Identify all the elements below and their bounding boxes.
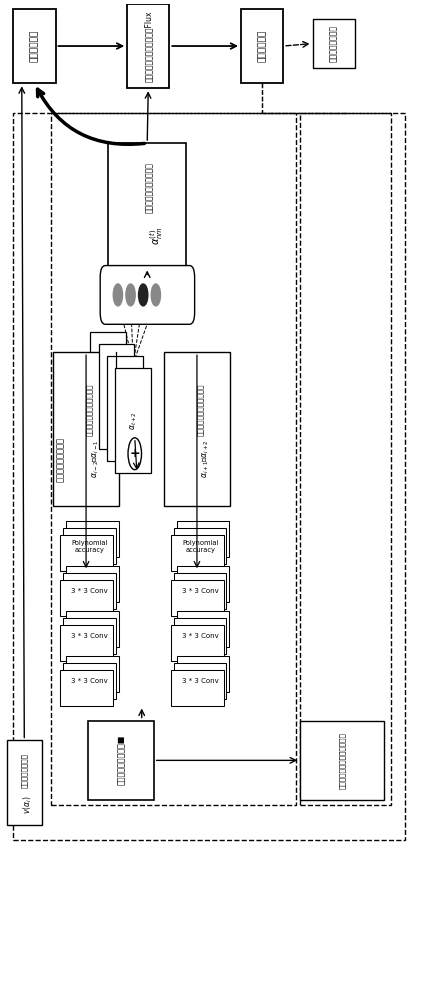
FancyBboxPatch shape — [100, 266, 195, 324]
Circle shape — [128, 438, 142, 470]
Circle shape — [151, 284, 160, 306]
FancyBboxPatch shape — [171, 580, 223, 616]
FancyBboxPatch shape — [60, 535, 113, 571]
FancyBboxPatch shape — [171, 535, 223, 571]
Circle shape — [139, 284, 148, 306]
FancyBboxPatch shape — [53, 352, 119, 506]
Text: 预测下风向的有限差分系数: 预测下风向的有限差分系数 — [197, 383, 203, 436]
Text: +: + — [129, 447, 140, 460]
Text: 多视角空间融合模块: 多视角空间融合模块 — [56, 437, 65, 482]
FancyBboxPatch shape — [164, 352, 230, 506]
Text: 3 * 3 Conv: 3 * 3 Conv — [71, 588, 107, 594]
Text: α$_{t-1}$: α$_{t-1}$ — [103, 375, 113, 394]
Text: 3 * 3 Conv: 3 * 3 Conv — [71, 633, 107, 639]
FancyBboxPatch shape — [66, 566, 118, 602]
FancyBboxPatch shape — [60, 670, 113, 706]
Text: α$_{t+2}$: α$_{t+2}$ — [128, 411, 139, 430]
FancyBboxPatch shape — [241, 9, 283, 83]
FancyBboxPatch shape — [7, 740, 41, 825]
Text: 计算空间导数: 计算空间导数 — [30, 30, 39, 62]
FancyBboxPatch shape — [63, 528, 115, 564]
FancyBboxPatch shape — [171, 625, 223, 661]
FancyBboxPatch shape — [300, 721, 385, 800]
Text: 确定模板中点的数据■: 确定模板中点的数据■ — [117, 735, 126, 785]
FancyBboxPatch shape — [63, 573, 115, 609]
Text: 3 * 3 Conv: 3 * 3 Conv — [182, 678, 219, 684]
Point — [131, 357, 136, 369]
FancyBboxPatch shape — [107, 356, 143, 461]
Text: α$_{t-2}$: α$_{t-2}$ — [111, 387, 122, 406]
FancyBboxPatch shape — [108, 143, 186, 268]
Text: Polynomial
accuracy: Polynomial accuracy — [71, 540, 107, 553]
FancyBboxPatch shape — [60, 625, 113, 661]
Text: $\alpha_{i-2}$、$\alpha_{i-1}$: $\alpha_{i-2}$、$\alpha_{i-1}$ — [90, 440, 101, 478]
Text: $\alpha_{i+1}$、$\alpha_{i+2}$: $\alpha_{i+1}$、$\alpha_{i+2}$ — [201, 440, 212, 478]
Point — [153, 294, 158, 306]
Text: 3 * 3 Conv: 3 * 3 Conv — [182, 588, 219, 594]
Circle shape — [113, 284, 123, 306]
Text: 计算运动轨迹方程中的通量Flux: 计算运动轨迹方程中的通量Flux — [144, 10, 153, 82]
FancyBboxPatch shape — [66, 656, 118, 692]
FancyBboxPatch shape — [174, 528, 226, 564]
Point — [131, 357, 136, 369]
FancyBboxPatch shape — [60, 580, 113, 616]
FancyBboxPatch shape — [174, 618, 226, 654]
Text: α$_{t+1}$: α$_{t+1}$ — [120, 399, 130, 418]
FancyBboxPatch shape — [88, 721, 154, 800]
Text: $\alpha_{nm}^{(t)}$: $\alpha_{nm}^{(t)}$ — [148, 226, 165, 245]
Point — [128, 294, 133, 306]
FancyBboxPatch shape — [115, 368, 151, 473]
Text: 3 * 3 Conv: 3 * 3 Conv — [71, 678, 107, 684]
Text: 计算时间导数: 计算时间导数 — [258, 30, 266, 62]
FancyBboxPatch shape — [66, 611, 118, 647]
FancyBboxPatch shape — [63, 663, 115, 699]
Text: 当前时刻的速度场: 当前时刻的速度场 — [21, 753, 27, 788]
FancyBboxPatch shape — [177, 656, 229, 692]
FancyBboxPatch shape — [90, 332, 126, 437]
Text: 时间导数据失函数: 时间导数据失函数 — [329, 25, 338, 62]
Text: Polynomial
accuracy: Polynomial accuracy — [182, 540, 218, 553]
FancyBboxPatch shape — [66, 521, 118, 557]
Line: 2 pts: 2 pts — [118, 300, 133, 363]
Point — [115, 294, 121, 306]
Point — [141, 294, 146, 306]
FancyBboxPatch shape — [127, 4, 169, 88]
Circle shape — [126, 284, 135, 306]
Line: 2 pts: 2 pts — [133, 300, 143, 363]
FancyArrowPatch shape — [38, 89, 144, 144]
Point — [131, 357, 136, 369]
FancyBboxPatch shape — [177, 521, 229, 557]
Line: 2 pts: 2 pts — [131, 300, 133, 363]
FancyBboxPatch shape — [174, 573, 226, 609]
FancyBboxPatch shape — [99, 344, 135, 449]
Text: 预测得到的有限差分系数: 预测得到的有限差分系数 — [145, 162, 154, 213]
Text: 预测结果与传统方法结果对比: 预测结果与传统方法结果对比 — [339, 732, 346, 789]
FancyBboxPatch shape — [174, 663, 226, 699]
FancyBboxPatch shape — [14, 9, 55, 83]
Point — [131, 357, 136, 369]
FancyBboxPatch shape — [177, 611, 229, 647]
Text: 预测上风向的有限差分系数: 预测上风向的有限差分系数 — [86, 383, 93, 436]
Line: 2 pts: 2 pts — [133, 300, 156, 363]
FancyBboxPatch shape — [177, 566, 229, 602]
FancyBboxPatch shape — [171, 670, 223, 706]
FancyBboxPatch shape — [63, 618, 115, 654]
Text: 3 * 3 Conv: 3 * 3 Conv — [182, 633, 219, 639]
Text: $v(\alpha_i)$: $v(\alpha_i)$ — [22, 795, 34, 814]
FancyBboxPatch shape — [313, 19, 355, 68]
